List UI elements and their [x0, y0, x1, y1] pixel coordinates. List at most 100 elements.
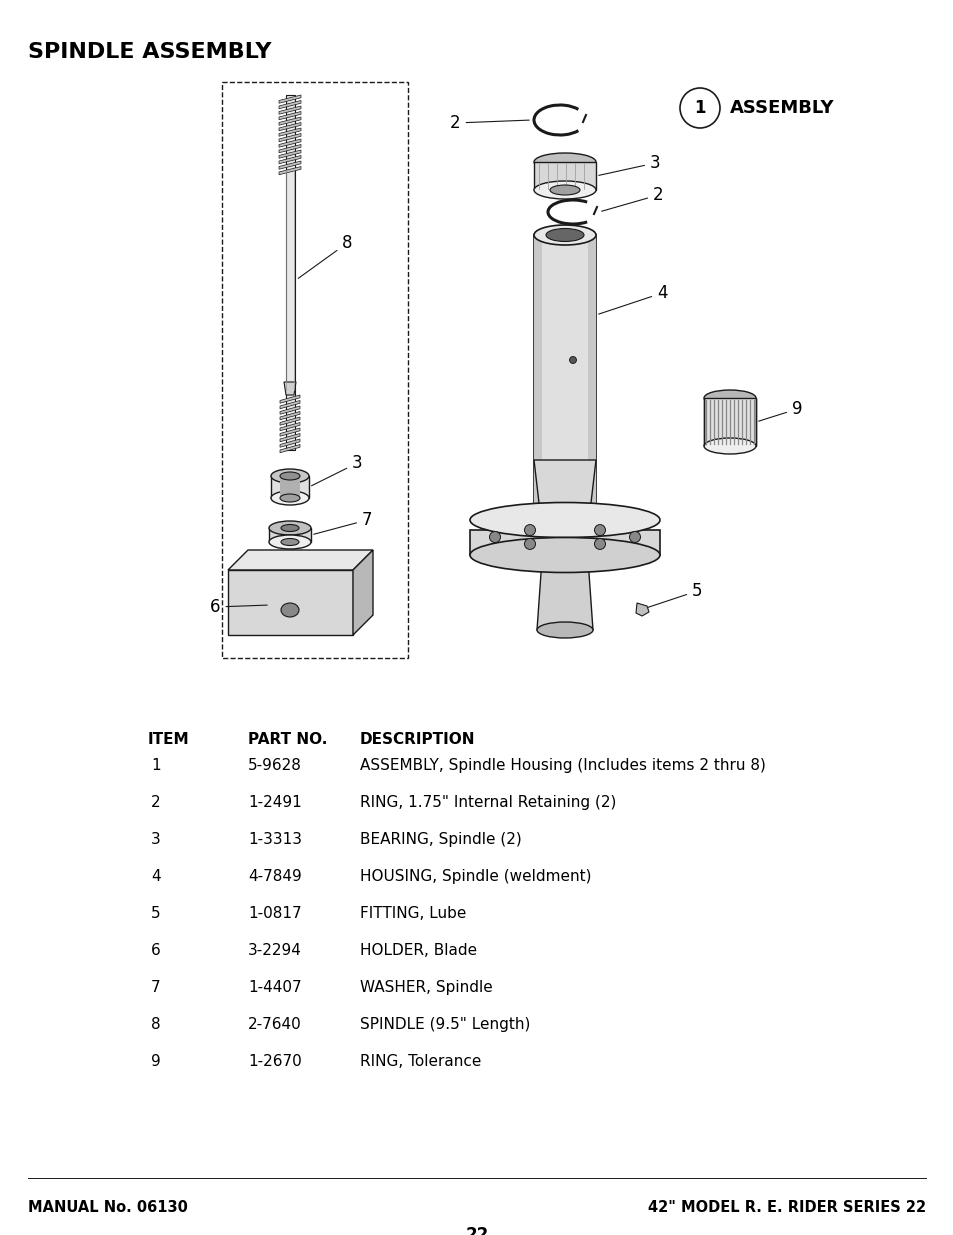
Text: 42" MODEL R. E. RIDER SERIES 22: 42" MODEL R. E. RIDER SERIES 22: [647, 1200, 925, 1215]
Bar: [534, 235, 596, 520]
Text: 4: 4: [598, 284, 667, 314]
Text: DESCRIPTION: DESCRIPTION: [359, 732, 475, 747]
Polygon shape: [280, 411, 299, 420]
Polygon shape: [278, 100, 301, 109]
Text: 1-3313: 1-3313: [248, 832, 302, 847]
Text: 1-0817: 1-0817: [248, 906, 301, 921]
Polygon shape: [534, 459, 596, 520]
Ellipse shape: [269, 521, 311, 535]
Circle shape: [524, 525, 535, 536]
Polygon shape: [278, 111, 301, 120]
Text: 3-2294: 3-2294: [248, 944, 301, 958]
Polygon shape: [537, 545, 593, 630]
Bar: [470, 530, 659, 555]
Text: 2-7640: 2-7640: [248, 1016, 301, 1032]
Bar: [703, 398, 755, 446]
Circle shape: [489, 531, 500, 542]
Polygon shape: [278, 133, 301, 142]
Text: 1-4407: 1-4407: [248, 981, 301, 995]
Bar: [269, 529, 311, 542]
Text: 5-9628: 5-9628: [248, 758, 301, 773]
Text: 8: 8: [298, 233, 352, 278]
Polygon shape: [278, 128, 301, 136]
Ellipse shape: [281, 538, 298, 546]
Ellipse shape: [281, 603, 298, 618]
Bar: [271, 475, 309, 498]
Polygon shape: [278, 106, 301, 115]
Ellipse shape: [537, 622, 593, 638]
Bar: [228, 571, 353, 635]
Polygon shape: [280, 395, 299, 404]
Text: 2: 2: [151, 795, 161, 810]
Text: 2: 2: [450, 114, 529, 132]
Polygon shape: [280, 438, 299, 447]
Polygon shape: [280, 406, 299, 414]
Text: HOLDER, Blade: HOLDER, Blade: [359, 944, 476, 958]
Text: RING, Tolerance: RING, Tolerance: [359, 1053, 481, 1070]
Text: 22: 22: [465, 1226, 488, 1235]
Bar: [587, 235, 596, 520]
Text: 1: 1: [694, 99, 705, 117]
Circle shape: [594, 525, 605, 536]
Text: ITEM: ITEM: [148, 732, 190, 747]
Ellipse shape: [703, 438, 755, 454]
Text: WASHER, Spindle: WASHER, Spindle: [359, 981, 493, 995]
Text: 9: 9: [758, 400, 801, 421]
Text: 3: 3: [151, 832, 161, 847]
Ellipse shape: [534, 225, 596, 245]
Circle shape: [679, 88, 720, 128]
Circle shape: [569, 357, 576, 363]
Text: 1-2491: 1-2491: [248, 795, 301, 810]
Ellipse shape: [280, 472, 299, 480]
Bar: [286, 95, 294, 450]
Ellipse shape: [271, 492, 309, 505]
Circle shape: [524, 538, 535, 550]
Text: HOUSING, Spindle (weldment): HOUSING, Spindle (weldment): [359, 869, 591, 884]
Text: 2: 2: [601, 186, 663, 211]
Polygon shape: [284, 382, 295, 395]
Polygon shape: [280, 417, 299, 425]
Text: 1: 1: [151, 758, 161, 773]
Text: 1-2670: 1-2670: [248, 1053, 301, 1070]
Text: 8: 8: [151, 1016, 161, 1032]
Bar: [534, 235, 541, 520]
Text: 6: 6: [210, 598, 267, 616]
Text: MANUAL No. 06130: MANUAL No. 06130: [28, 1200, 188, 1215]
Polygon shape: [278, 122, 301, 131]
Bar: [534, 162, 596, 190]
Text: 9: 9: [151, 1053, 161, 1070]
Circle shape: [629, 531, 639, 542]
Ellipse shape: [470, 503, 659, 537]
Polygon shape: [278, 144, 301, 153]
Ellipse shape: [545, 228, 583, 242]
Polygon shape: [278, 156, 301, 164]
Ellipse shape: [280, 494, 299, 501]
Polygon shape: [280, 433, 299, 442]
Text: 7: 7: [314, 511, 372, 535]
Polygon shape: [280, 429, 299, 436]
Ellipse shape: [534, 153, 596, 170]
Text: 6: 6: [151, 944, 161, 958]
Polygon shape: [278, 149, 301, 158]
Polygon shape: [278, 167, 301, 174]
Text: 7: 7: [151, 981, 161, 995]
Text: SPINDLE ASSEMBLY: SPINDLE ASSEMBLY: [28, 42, 272, 62]
Text: ASSEMBLY: ASSEMBLY: [729, 99, 834, 117]
Text: ASSEMBLY, Spindle Housing (Includes items 2 thru 8): ASSEMBLY, Spindle Housing (Includes item…: [359, 758, 765, 773]
Polygon shape: [636, 603, 648, 616]
Text: 3: 3: [312, 454, 362, 485]
Polygon shape: [278, 117, 301, 125]
Ellipse shape: [269, 535, 311, 550]
Text: 5: 5: [151, 906, 161, 921]
Polygon shape: [280, 422, 299, 431]
Text: PART NO.: PART NO.: [248, 732, 327, 747]
Text: 5: 5: [645, 582, 701, 608]
Bar: [280, 475, 299, 498]
Text: 4-7849: 4-7849: [248, 869, 301, 884]
Polygon shape: [278, 161, 301, 169]
Text: SPINDLE (9.5" Length): SPINDLE (9.5" Length): [359, 1016, 530, 1032]
Polygon shape: [280, 445, 299, 453]
Polygon shape: [280, 400, 299, 409]
Ellipse shape: [470, 537, 659, 573]
Text: 3: 3: [598, 154, 659, 175]
